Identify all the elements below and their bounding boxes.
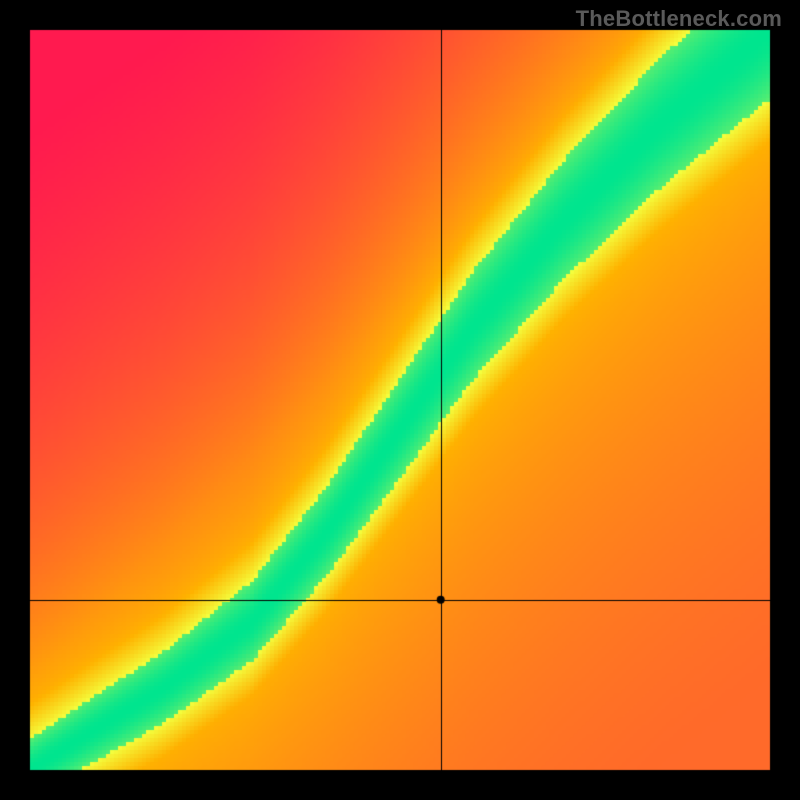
watermark-text: TheBottleneck.com (576, 6, 782, 32)
heatmap-canvas (0, 0, 800, 800)
chart-container: TheBottleneck.com (0, 0, 800, 800)
